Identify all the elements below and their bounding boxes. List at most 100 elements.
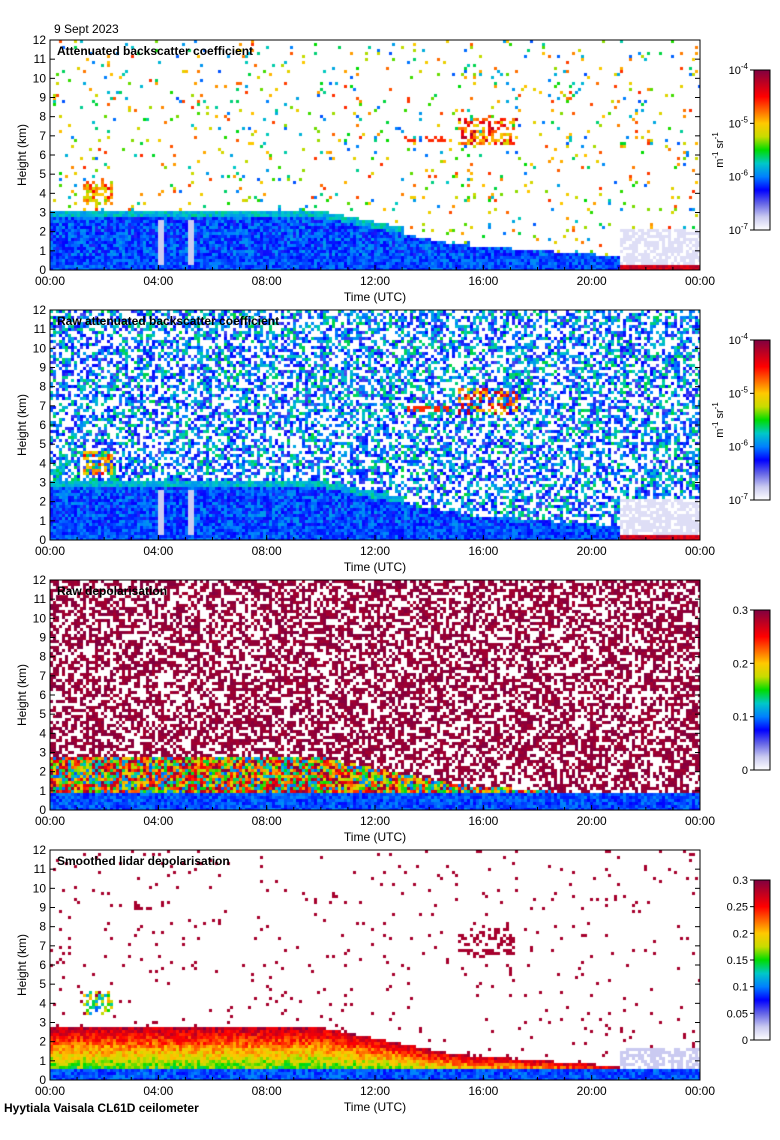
x-tick-label: 00:00 [685,814,715,828]
x-tick-label: 08:00 [252,814,282,828]
x-tick-label: 04:00 [143,544,173,558]
y-tick-label: 2 [39,765,46,779]
y-tick-label: 2 [39,495,46,509]
y-tick-label: 9 [39,901,46,915]
heatmap-area [50,40,700,270]
x-tick-label: 00:00 [685,274,715,288]
y-tick-label: 10 [33,611,47,625]
y-tick-label: 7 [39,939,46,953]
colorbar-tick-label: 0.2 [733,928,748,940]
colorbar-unit-label: m-1sr-1 [711,402,726,438]
colorbar-tick-label: 10-4 [729,62,749,77]
chart-panel-2: Raw attenuated backscatter coefficient 0 1… [15,305,771,574]
y-tick-label: 3 [39,1016,46,1030]
colorbar-tick-label: 0.05 [727,1008,748,1020]
x-tick-label: 04:00 [143,274,173,288]
heatmap-canvas [50,40,700,270]
colorbar-tick-label: 0.3 [733,605,748,617]
colorbar-tick-label: 10-6 [729,439,749,454]
y-tick-label: 0 [39,803,46,817]
y-tick-label: 7 [39,129,46,143]
x-tick-label: 20:00 [577,1084,607,1098]
y-tick-label: 3 [39,746,46,760]
x-tick-label: 20:00 [577,814,607,828]
y-tick-label: 4 [39,456,46,470]
y-tick-label: 5 [39,977,46,991]
y-tick-label: 0 [39,1073,46,1087]
x-tick-label: 00:00 [685,544,715,558]
y-tick-label: 12 [33,575,47,587]
x-tick-label: 00:00 [35,1084,65,1098]
y-tick-label: 6 [39,418,46,432]
colorbar-tick-label: 10-6 [729,169,749,184]
colorbar [753,609,771,771]
heatmap-area [50,850,700,1080]
chart-panel-4: Smoothed lidar depolarisation01234567891… [15,845,771,1114]
panel-title: Raw attenuated backscatter coefficient [57,314,279,328]
y-tick-label: 9 [39,91,46,105]
y-tick-label: 11 [34,862,47,876]
y-tick-label: 5 [39,167,46,181]
x-tick-label: 08:00 [252,544,282,558]
x-tick-label: 16:00 [468,274,498,288]
x-tick-label: 00:00 [35,274,65,288]
colorbar-tick-label: 0.2 [733,658,748,670]
y-tick-label: 4 [39,996,46,1010]
x-tick-label: 08:00 [252,1084,282,1098]
panel-title: Attenuated backscatter coefficient [57,44,253,58]
y-tick-label: 1 [39,784,46,798]
y-tick-label: 4 [39,726,46,740]
colorbar-tick-label: 10-5 [729,385,749,400]
y-tick-label: 10 [33,341,47,355]
x-tick-label: 20:00 [577,544,607,558]
panel-title: Smoothed lidar depolarisation [57,854,230,868]
x-axis-label: Time (UTC) [344,560,406,574]
x-tick-label: 04:00 [143,814,173,828]
y-tick-label: 8 [39,650,46,664]
panel-title: Raw depolarisation [57,584,167,598]
y-tick-label: 10 [33,881,47,895]
date-label: 9 Sept 2023 [54,22,119,36]
y-tick-label: 6 [39,688,46,702]
y-tick-label: 12 [33,305,47,317]
y-tick-label: 5 [39,437,46,451]
y-tick-label: 11 [34,322,47,336]
x-tick-label: 12:00 [360,544,390,558]
x-tick-label: 20:00 [577,274,607,288]
x-tick-label: 04:00 [143,1084,173,1098]
y-tick-label: 12 [33,35,47,47]
y-tick-label: 2 [39,225,46,239]
colorbar-tick-label: 10-7 [729,492,749,507]
x-tick-label: 16:00 [468,1084,498,1098]
x-tick-label: 00:00 [35,814,65,828]
y-tick-label: 7 [39,399,46,413]
colorbar-tick-label: 10-7 [729,222,749,237]
heatmap-canvas [50,580,700,810]
y-tick-label: 1 [39,244,46,258]
colorbar [753,879,771,1041]
y-tick-label: 0 [39,263,46,277]
y-tick-label: 11 [34,592,47,606]
y-axis-label: Height (km) [15,664,29,726]
heatmap-area [50,580,700,810]
heatmap-canvas [50,310,700,540]
x-tick-label: 16:00 [468,814,498,828]
x-tick-label: 12:00 [360,274,390,288]
x-tick-label: 16:00 [468,544,498,558]
y-tick-label: 7 [39,669,46,683]
colorbar-tick-label: 0.1 [733,982,748,994]
x-axis-label: Time (UTC) [344,290,406,304]
y-tick-label: 8 [39,920,46,934]
chart-panel-1: Attenuated backscatter coefficient012345… [15,35,771,304]
y-tick-label: 3 [39,476,46,490]
y-tick-label: 6 [39,148,46,162]
y-tick-label: 6 [39,958,46,972]
colorbar-tick-label: 0.3 [733,875,748,887]
x-axis-label: Time (UTC) [344,830,406,844]
y-tick-label: 2 [39,1035,46,1049]
y-axis-label: Height (km) [15,934,29,996]
colorbar-tick-label: 0.25 [727,902,748,914]
y-tick-label: 9 [39,361,46,375]
y-tick-label: 5 [39,707,46,721]
colorbar-tick-label: 10-5 [729,115,749,130]
